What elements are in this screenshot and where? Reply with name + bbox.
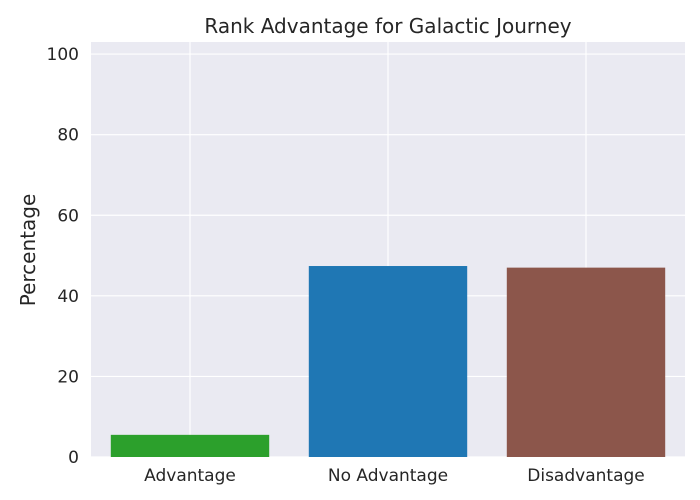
y-tick-label: 100 bbox=[47, 45, 79, 65]
bar-disadvantage bbox=[506, 267, 666, 457]
bar-advantage bbox=[110, 434, 270, 457]
x-tick-label: No Advantage bbox=[328, 466, 448, 486]
y-axis-ticks: 0 20 40 60 80 100 bbox=[47, 45, 79, 468]
x-tick-label: Advantage bbox=[144, 466, 236, 486]
y-axis-label: Percentage bbox=[16, 194, 40, 307]
y-tick-label: 40 bbox=[57, 287, 79, 307]
chart-title: Rank Advantage for Galactic Journey bbox=[204, 14, 571, 38]
y-tick-label: 80 bbox=[57, 126, 79, 146]
y-tick-label: 20 bbox=[57, 367, 79, 387]
y-tick-label: 60 bbox=[57, 206, 79, 226]
x-tick-label: Disadvantage bbox=[527, 466, 644, 486]
bars bbox=[110, 266, 666, 457]
y-tick-label: 0 bbox=[68, 448, 79, 468]
bar-no-advantage bbox=[308, 266, 468, 457]
x-axis-ticks: Advantage No Advantage Disadvantage bbox=[144, 466, 645, 486]
